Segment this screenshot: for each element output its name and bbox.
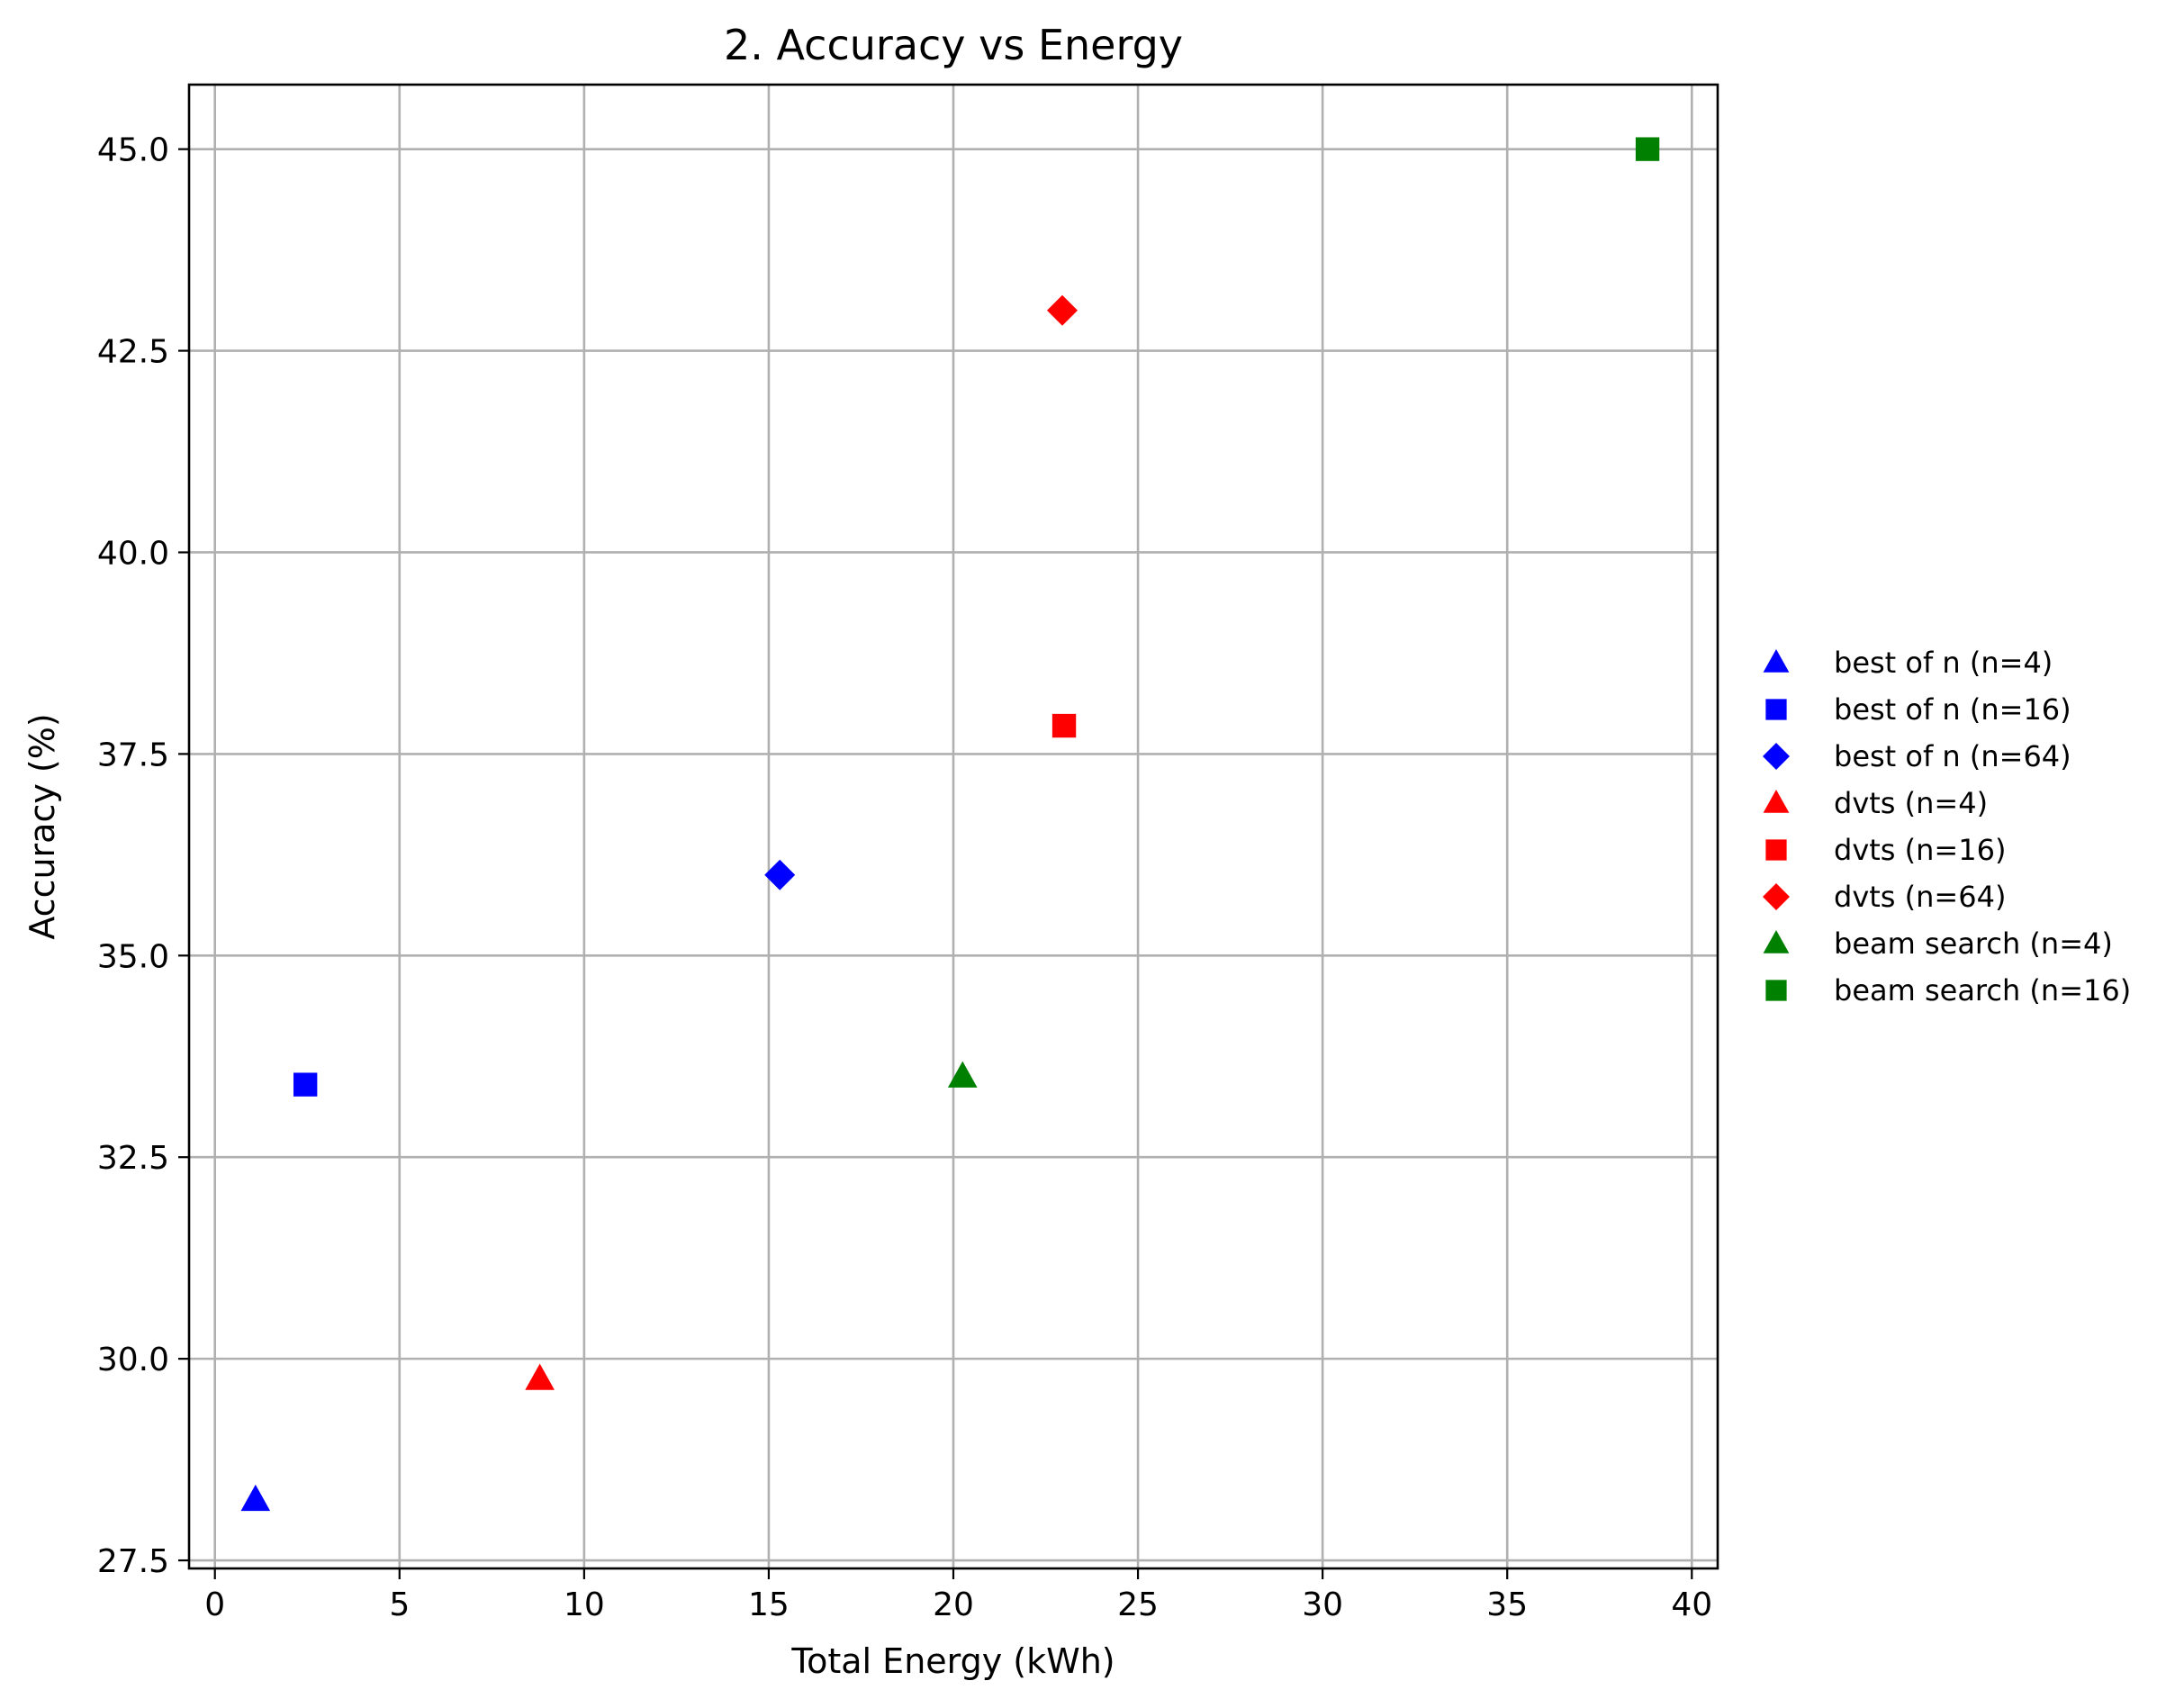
y-tick-label: 42.5 bbox=[97, 334, 169, 371]
legend-diamond-marker bbox=[1763, 883, 1790, 910]
triangle-data-point bbox=[525, 1363, 555, 1390]
y-axis-label: Accuracy (%) bbox=[23, 713, 62, 939]
square-data-point bbox=[1635, 137, 1660, 161]
legend: best of n (n=4) best of n (n=16) best of n… bbox=[1763, 646, 2131, 1008]
legend-label: dvts (n=64) bbox=[1834, 880, 2006, 914]
y-tick-label: 30.0 bbox=[97, 1342, 169, 1378]
x-tick-label: 0 bbox=[204, 1586, 225, 1623]
legend-square-marker bbox=[1765, 980, 1787, 1001]
y-tick-label: 45.0 bbox=[97, 132, 169, 169]
legend-triangle-marker bbox=[1763, 790, 1790, 813]
triangle-data-point bbox=[240, 1484, 271, 1512]
y-tick-label: 40.0 bbox=[97, 535, 169, 572]
y-tick-label: 27.5 bbox=[97, 1543, 169, 1580]
triangle-data-point bbox=[947, 1061, 978, 1088]
x-tick-label: 25 bbox=[1117, 1586, 1159, 1623]
legend-label: best of n (n=64) bbox=[1834, 739, 2071, 773]
x-tick-label: 35 bbox=[1486, 1586, 1528, 1623]
diamond-data-point bbox=[1046, 294, 1078, 326]
x-tick-label: 20 bbox=[933, 1586, 974, 1623]
legend-triangle-marker bbox=[1763, 649, 1790, 673]
legend-diamond-marker bbox=[1763, 743, 1790, 770]
legend-label: best of n (n=16) bbox=[1834, 692, 2071, 727]
x-tick-label: 10 bbox=[564, 1586, 605, 1623]
chart-title: 2. Accuracy vs Energy bbox=[724, 21, 1183, 69]
legend-label: best of n (n=4) bbox=[1834, 646, 2053, 680]
y-tick-label: 32.5 bbox=[97, 1140, 169, 1177]
legend-label: beam search (n=4) bbox=[1834, 926, 2113, 961]
grid-lines bbox=[189, 85, 1718, 1568]
y-tick-label: 37.5 bbox=[97, 737, 169, 773]
y-tick-label: 35.0 bbox=[97, 938, 169, 975]
x-tick-label: 30 bbox=[1302, 1586, 1343, 1623]
x-tick-label: 40 bbox=[1671, 1586, 1712, 1623]
x-tick-label: 15 bbox=[748, 1586, 790, 1623]
square-data-point bbox=[293, 1072, 318, 1097]
diamond-data-point bbox=[764, 859, 796, 890]
axis-ticks: 0 5 10 15 20 25 30 35 40 27.5 30.0 32.5 35.0 37.5 40.0… bbox=[97, 132, 1712, 1623]
legend-square-marker bbox=[1765, 839, 1787, 861]
legend-label: dvts (n=16) bbox=[1834, 833, 2006, 867]
square-data-point bbox=[1051, 713, 1077, 738]
plot-frame bbox=[187, 83, 1719, 1570]
legend-label: dvts (n=4) bbox=[1834, 786, 1988, 820]
data-markers bbox=[240, 137, 1660, 1512]
x-axis-label: Total Energy (kWh) bbox=[790, 1641, 1115, 1681]
legend-square-marker bbox=[1765, 699, 1787, 720]
legend-label: beam search (n=16) bbox=[1834, 973, 2131, 1008]
legend-triangle-marker bbox=[1763, 930, 1790, 953]
x-tick-label: 5 bbox=[389, 1586, 410, 1623]
